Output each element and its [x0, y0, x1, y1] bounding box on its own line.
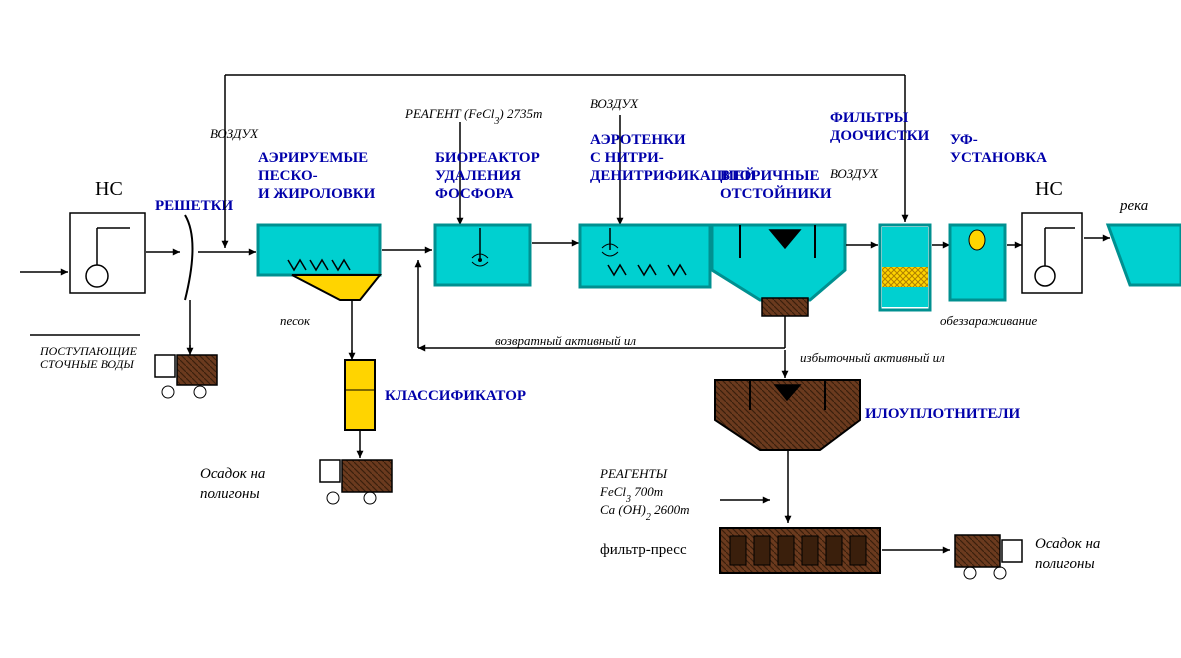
svg-text:полигоны: полигоны: [200, 486, 260, 502]
svg-text:песок: песок: [280, 313, 311, 328]
svg-text:фильтр-пресс: фильтр-пресс: [600, 542, 687, 558]
svg-text:СТОЧНЫЕ ВОДЫ: СТОЧНЫЕ ВОДЫ: [40, 357, 135, 371]
svg-text:возвратный активный ил: возвратный активный ил: [495, 333, 636, 348]
svg-text:НС: НС: [95, 178, 123, 200]
svg-text:БИОРЕАКТОР: БИОРЕАКТОР: [435, 150, 540, 166]
svg-text:ОТСТОЙНИКИ: ОТСТОЙНИКИ: [720, 185, 832, 202]
svg-text:УДАЛЕНИЯ: УДАЛЕНИЯ: [435, 168, 521, 184]
svg-text:ВОЗДУХ: ВОЗДУХ: [590, 96, 639, 111]
svg-text:река: река: [1119, 198, 1148, 214]
svg-text:обеззараживание: обеззараживание: [940, 313, 1038, 328]
svg-text:ПОСТУПАЮЩИЕ: ПОСТУПАЮЩИЕ: [39, 344, 138, 358]
svg-text:НС: НС: [1035, 178, 1063, 200]
svg-text:Осадок на: Осадок на: [200, 466, 265, 482]
svg-text:ВОЗДУХ: ВОЗДУХ: [210, 126, 259, 141]
svg-text:полигоны: полигоны: [1035, 556, 1095, 572]
svg-text:ПЕСКО-: ПЕСКО-: [258, 168, 318, 184]
svg-text:ВТОРИЧНЫЕ: ВТОРИЧНЫЕ: [720, 168, 820, 184]
svg-text:ФИЛЬТРЫ: ФИЛЬТРЫ: [830, 110, 909, 126]
svg-text:АЭРИРУЕМЫЕ: АЭРИРУЕМЫЕ: [258, 150, 368, 166]
svg-text:КЛАССИФИКАТОР: КЛАССИФИКАТОР: [385, 388, 526, 404]
svg-text:Осадок на: Осадок на: [1035, 536, 1100, 552]
svg-text:ДООЧИСТКИ: ДООЧИСТКИ: [830, 128, 930, 144]
svg-text:РЕШЕТКИ: РЕШЕТКИ: [155, 198, 234, 214]
svg-text:УФ-: УФ-: [950, 132, 978, 148]
svg-text:И ЖИРОЛОВКИ: И ЖИРОЛОВКИ: [258, 186, 376, 202]
svg-text:РЕАГЕНТЫ: РЕАГЕНТЫ: [599, 466, 668, 481]
svg-text:РЕАГЕНТ (FeCl3) 2735т: РЕАГЕНТ (FeCl3) 2735т: [404, 106, 542, 127]
svg-text:УСТАНОВКА: УСТАНОВКА: [950, 150, 1047, 166]
svg-text:ФОСФОРА: ФОСФОРА: [435, 186, 514, 202]
svg-text:избыточный активный ил: избыточный активный ил: [800, 350, 945, 365]
svg-text:Ca (OH)2 2600т: Ca (OH)2 2600т: [600, 502, 690, 523]
svg-text:ИЛОУПЛОТНИТЕЛИ: ИЛОУПЛОТНИТЕЛИ: [865, 406, 1021, 422]
svg-text:С НИТРИ-: С НИТРИ-: [590, 150, 664, 166]
svg-text:АЭРОТЕНКИ: АЭРОТЕНКИ: [590, 132, 686, 148]
svg-text:ВОЗДУХ: ВОЗДУХ: [830, 166, 879, 181]
